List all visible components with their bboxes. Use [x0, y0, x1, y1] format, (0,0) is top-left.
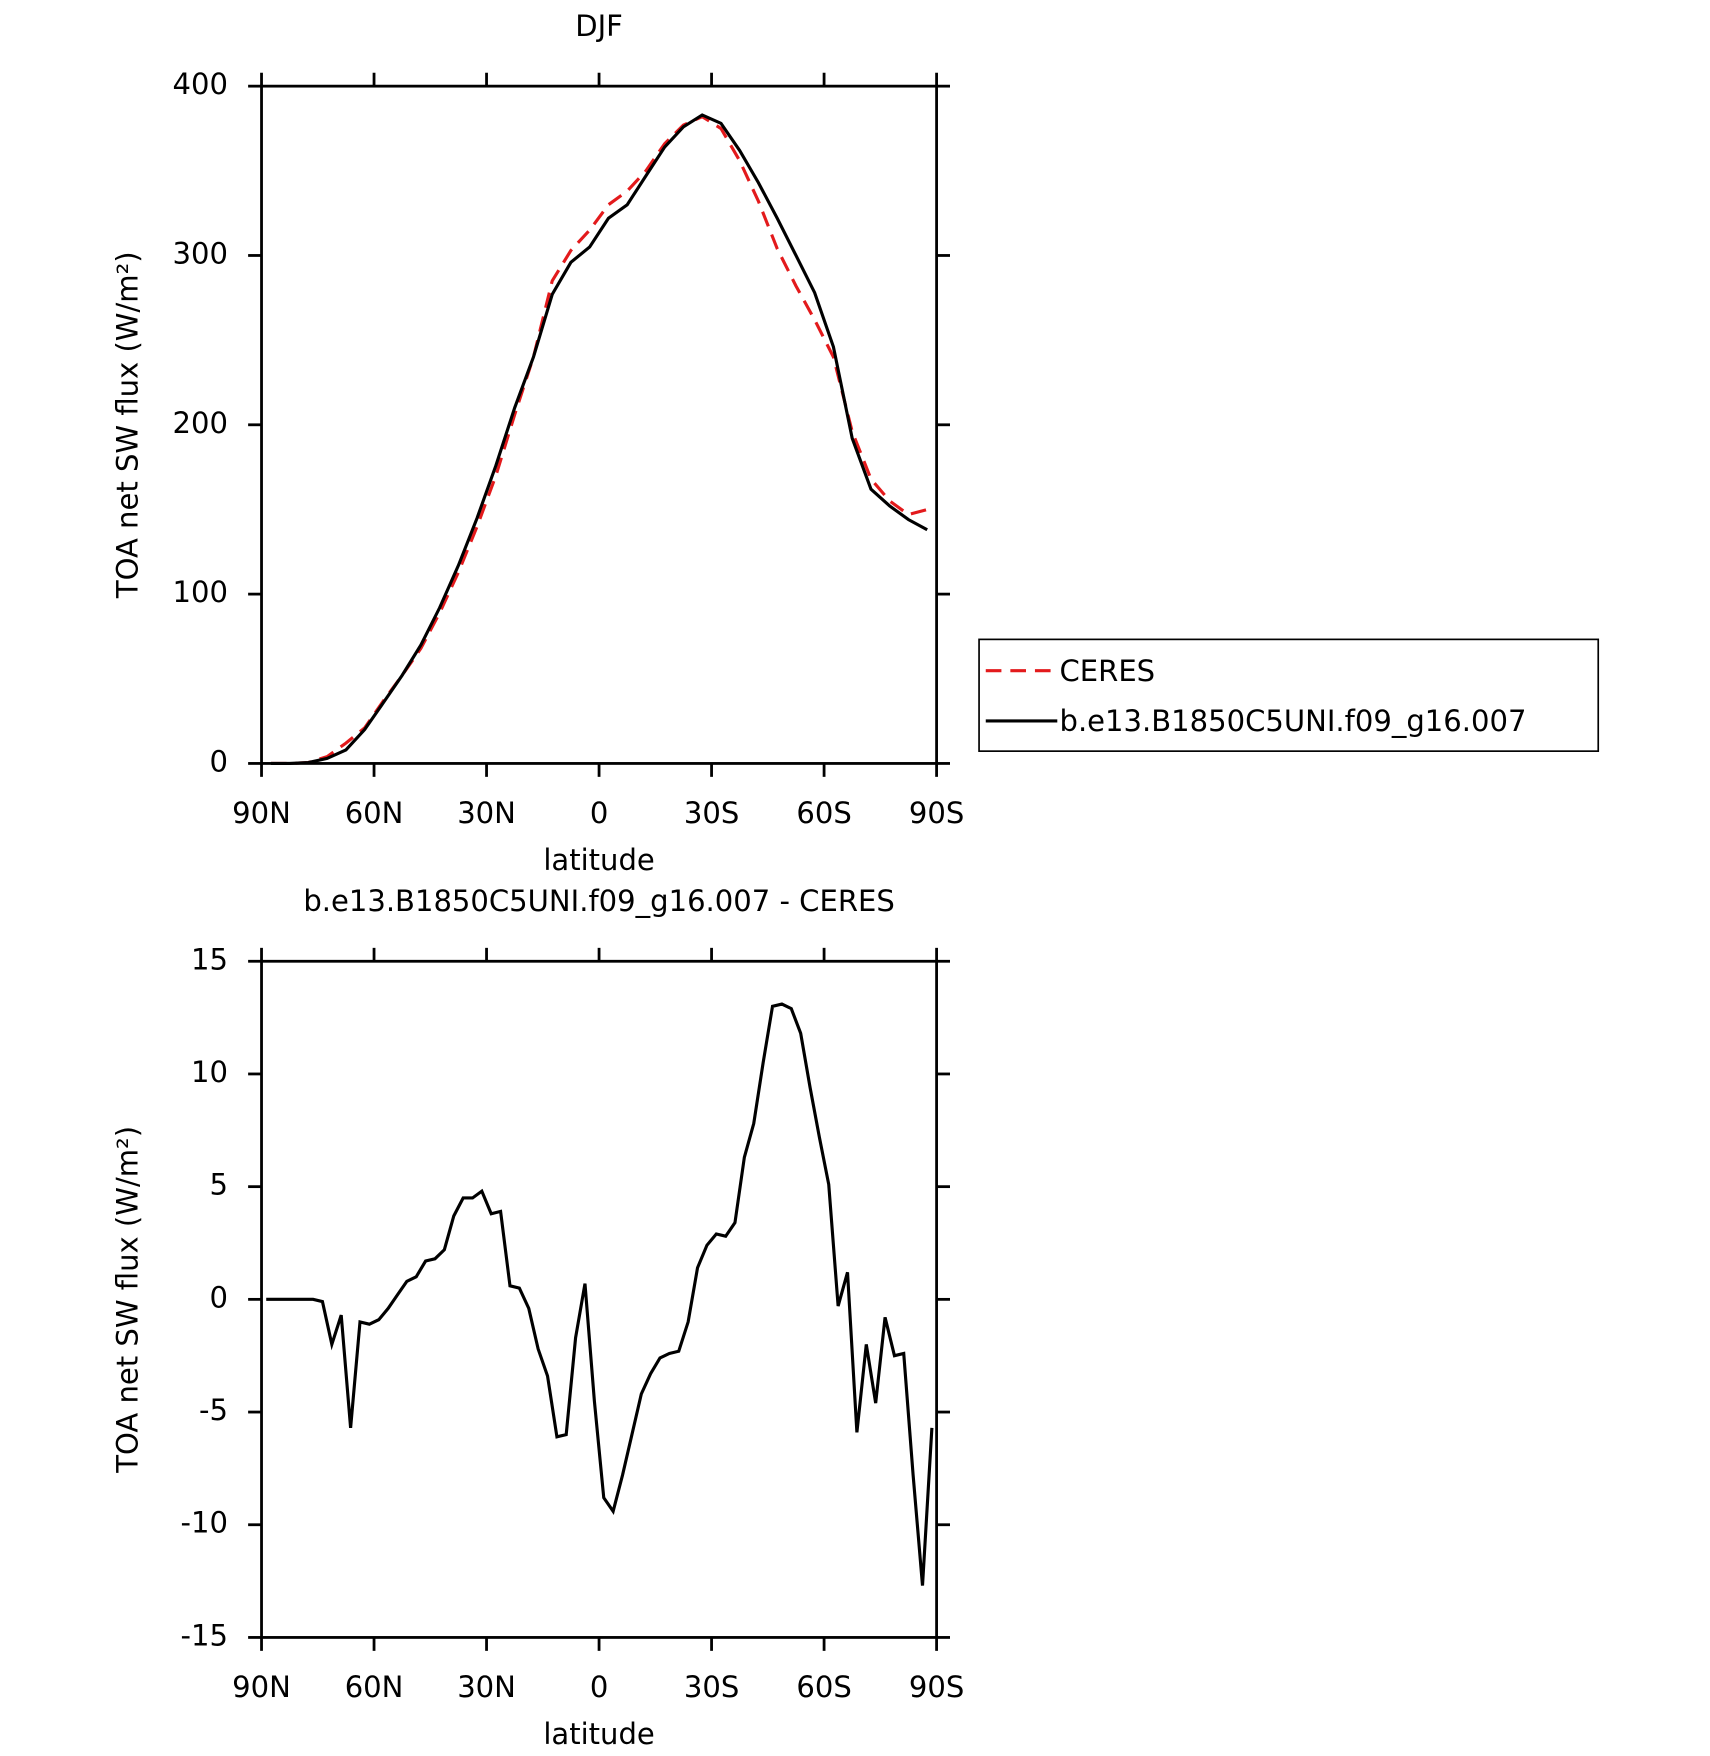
x-tick-label: 90S [909, 1670, 964, 1704]
data-line [270, 114, 928, 766]
legend: CERES b.e13.B1850C5UNI.f09_g16.007 [978, 638, 1600, 752]
y-tick-label: 0 [210, 1280, 228, 1314]
y-tick-label: 400 [173, 67, 228, 101]
chart-title: DJF [575, 9, 623, 43]
y-tick-label: 0 [210, 744, 228, 778]
x-tick-label: 90N [232, 796, 291, 830]
x-tick-label: 30N [457, 1670, 516, 1704]
data-line [266, 1002, 934, 1586]
x-tick-label: 0 [590, 1670, 608, 1704]
y-tick-label: 200 [173, 406, 228, 440]
y-tick-label: 15 [191, 942, 228, 976]
x-tick-label: 30S [684, 1670, 739, 1704]
x-tick-label: 60S [796, 1670, 851, 1704]
y-tick-label: 100 [173, 575, 228, 609]
x-tick-label: 60N [345, 796, 404, 830]
x-tick-label: 30S [684, 796, 739, 830]
x-tick-label: 60N [345, 1670, 404, 1704]
x-tick-label: 30N [457, 796, 516, 830]
legend-frame [978, 638, 1600, 752]
y-tick-label: 5 [210, 1168, 228, 1202]
y-tick-label: 10 [191, 1055, 228, 1089]
legend-label: b.e13.B1850C5UNI.f09_g16.007 [1060, 704, 1527, 738]
y-tick-label: -10 [181, 1506, 228, 1540]
y-tick-label: -5 [199, 1393, 228, 1427]
x-tick-label: 90N [232, 1670, 291, 1704]
y-tick-label: 300 [173, 236, 228, 270]
plot-frame [260, 959, 938, 1639]
data-line [270, 113, 928, 766]
x-tick-label: 90S [909, 796, 964, 830]
y-axis-label: TOA net SW flux (W/m²) [111, 251, 145, 599]
plot-frame [260, 84, 938, 765]
x-tick-label: 0 [590, 796, 608, 830]
x-tick-label: 60S [796, 796, 851, 830]
chart-title: b.e13.B1850C5UNI.f09_g16.007 - CERES [303, 884, 894, 918]
x-axis-label: latitude [543, 1717, 654, 1751]
y-axis-label: TOA net SW flux (W/m²) [111, 1126, 145, 1474]
x-axis-label: latitude [543, 843, 654, 877]
y-tick-label: -15 [181, 1618, 228, 1652]
legend-label: CERES [1060, 654, 1156, 688]
